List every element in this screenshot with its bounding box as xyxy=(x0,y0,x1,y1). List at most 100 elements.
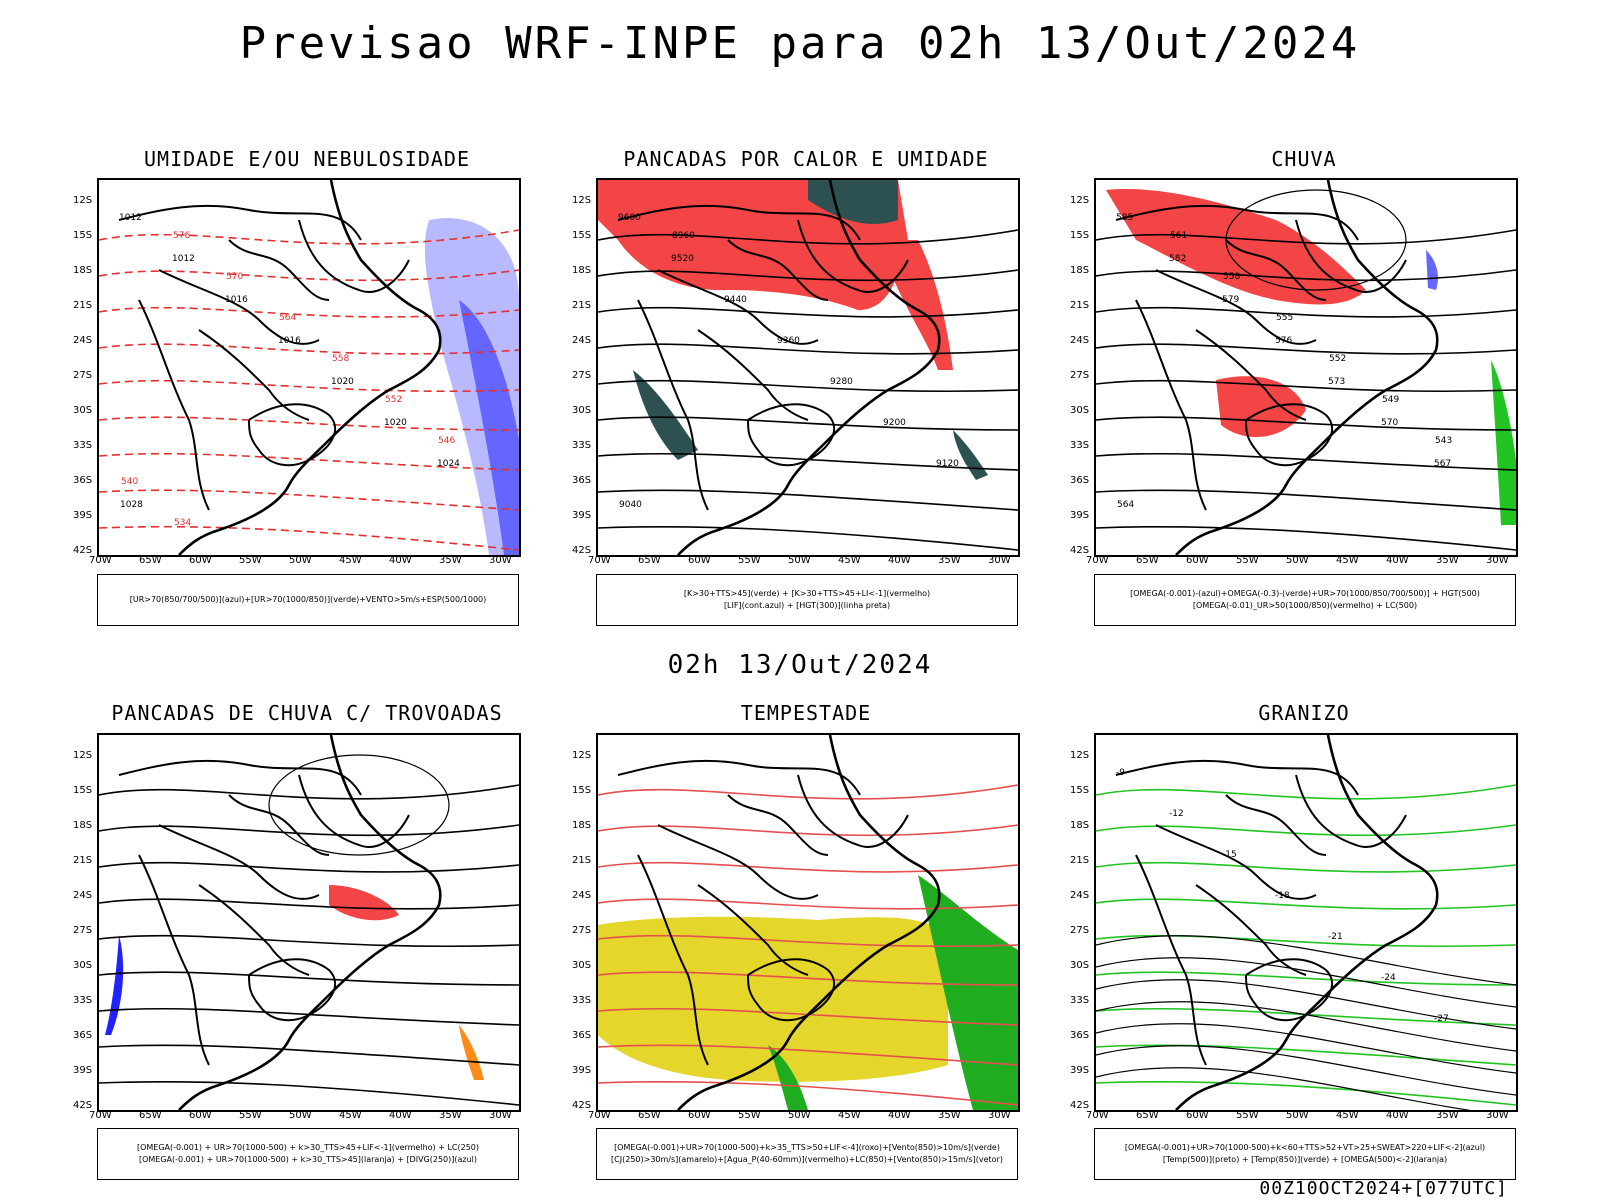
lat-tick-label: 12S xyxy=(572,750,592,761)
contour-line xyxy=(99,824,519,837)
lat-tick-label: 15S xyxy=(572,785,592,796)
forecast-map: -9 -12 -15 -18 -21 -24 -27 xyxy=(1094,733,1518,1112)
contour-label: 555 xyxy=(1276,313,1293,323)
contour-line xyxy=(598,489,1018,511)
contour-line xyxy=(1096,934,1516,948)
lat-tick-label: 33S xyxy=(73,440,93,451)
coastline xyxy=(1175,735,1439,1110)
country-border xyxy=(1115,204,1359,241)
contour-label: 579 xyxy=(1222,295,1239,305)
temp500-line xyxy=(1096,1045,1516,1096)
contour-label: 1012 xyxy=(119,213,142,223)
shaded-field-0 xyxy=(598,916,948,1082)
contour-label: 582 xyxy=(1169,254,1186,264)
lat-tick-label: 12S xyxy=(572,195,592,206)
coastline xyxy=(677,735,941,1110)
lat-tick-label: 15S xyxy=(1070,230,1090,241)
lat-tick-label: 21S xyxy=(572,855,592,866)
lon-tick-label: 55W xyxy=(738,1110,761,1121)
contour-line xyxy=(99,306,519,318)
shaded-field-1 xyxy=(459,300,519,555)
lat-tick-label: 42S xyxy=(1070,1100,1090,1111)
lon-tick-label: 65W xyxy=(139,1110,162,1121)
coastline xyxy=(677,180,941,555)
contour-line xyxy=(1096,1080,1516,1106)
contour-line xyxy=(598,416,1018,431)
contour-line xyxy=(1096,1007,1516,1026)
lat-tick-label: 30S xyxy=(1070,960,1090,971)
legend-line: [OMEGA(-0.01)_UR>50(1000/850)(vermelho) … xyxy=(1192,601,1418,610)
temp500-line xyxy=(1096,1023,1516,1074)
contour-label: 552 xyxy=(1329,354,1346,364)
contour-line xyxy=(1096,306,1516,318)
country-border xyxy=(248,958,336,1022)
country-border xyxy=(637,854,709,1066)
lat-tick-label: 18S xyxy=(73,820,93,831)
lat-tick-label: 30S xyxy=(73,960,93,971)
country-border xyxy=(1155,824,1317,900)
country-border xyxy=(727,794,829,856)
contour-label: 8960 xyxy=(672,231,695,241)
contour-line xyxy=(1096,452,1516,471)
country-border xyxy=(1135,299,1207,511)
lon-tick-label: 35W xyxy=(439,1110,462,1121)
country-border xyxy=(158,824,320,900)
lon-tick-label: 45W xyxy=(838,555,861,566)
lat-tick-label: 21S xyxy=(1070,300,1090,311)
lat-tick-label: 42S xyxy=(73,1100,93,1111)
contour-label: 573 xyxy=(1328,377,1345,387)
legend-line: [OMEGA(-0.001) + UR>70(1000-500) + k>30_… xyxy=(138,1155,478,1164)
country-border xyxy=(228,239,330,301)
lon-tick-label: 65W xyxy=(638,555,661,566)
lat-tick-label: 24S xyxy=(73,890,93,901)
contour-label: 585 xyxy=(1116,213,1133,223)
contour-line xyxy=(1096,971,1516,986)
contour-line xyxy=(99,971,519,986)
contour-label: 558 xyxy=(1223,272,1240,282)
contour-line xyxy=(1096,784,1516,800)
contour-line xyxy=(1096,898,1516,910)
contour-label: -21 xyxy=(1328,932,1343,942)
contour-label: -27 xyxy=(1434,1014,1449,1024)
contour-line xyxy=(99,1080,519,1106)
lon-tick-label: 65W xyxy=(1136,1110,1159,1121)
contour-line xyxy=(99,898,519,910)
lat-tick-label: 24S xyxy=(572,890,592,901)
contour-line xyxy=(598,784,1018,800)
lat-tick-label: 33S xyxy=(572,440,592,451)
legend-line: [K>30+TTS>45](verde) + [K>30+TTS>45+LI<-… xyxy=(683,589,931,598)
contour-label: 9600 xyxy=(618,213,641,223)
lon-tick-label: 70W xyxy=(588,555,611,566)
contour-line xyxy=(1096,379,1516,393)
lat-tick-label: 42S xyxy=(572,545,592,556)
lat-tick-label: 18S xyxy=(1070,820,1090,831)
lat-tick-label: 27S xyxy=(1070,370,1090,381)
contour-line xyxy=(598,861,1018,873)
contour-line xyxy=(598,934,1018,948)
lat-tick-label: 39S xyxy=(73,1065,93,1076)
lat-tick-label: 21S xyxy=(73,855,93,866)
contour-line xyxy=(99,1007,519,1026)
lat-tick-label: 24S xyxy=(1070,335,1090,346)
lat-tick-label: 21S xyxy=(73,300,93,311)
legend-line: [LIF](cont.azul) + [HGT(300)](linha pret… xyxy=(723,601,891,610)
legend-line: [OMEGA(-0.001) + UR>70(1000-500) + k>30_… xyxy=(136,1143,480,1152)
panel-legend: [OMEGA(-0.001)+UR>70(1000-500)+k>35_TTS>… xyxy=(596,1128,1018,1180)
lon-tick-label: 30W xyxy=(988,1110,1011,1121)
lon-tick-label: 50W xyxy=(289,1110,312,1121)
contour-label: 570 xyxy=(226,272,243,282)
lat-tick-label: 42S xyxy=(572,1100,592,1111)
contour-label: 9200 xyxy=(883,418,906,428)
forecast-map: 1012 1012 1016 1016 1020 1020 1024 1028 576 570 56… xyxy=(97,178,521,557)
country-border xyxy=(198,329,310,421)
lat-tick-label: 15S xyxy=(73,230,93,241)
country-border xyxy=(1245,403,1333,467)
lon-tick-label: 50W xyxy=(289,555,312,566)
lon-tick-label: 40W xyxy=(888,1110,911,1121)
contour-line xyxy=(99,452,519,471)
lat-tick-label: 24S xyxy=(1070,890,1090,901)
lat-tick-label: 30S xyxy=(572,405,592,416)
forecast-map: 585 582 579 576 573 570 567 564 561 558 555 552 549 5… xyxy=(1094,178,1518,557)
contour-line xyxy=(598,452,1018,471)
panel-legend: [K>30+TTS>45](verde) + [K>30+TTS>45+LI<-… xyxy=(596,574,1018,626)
